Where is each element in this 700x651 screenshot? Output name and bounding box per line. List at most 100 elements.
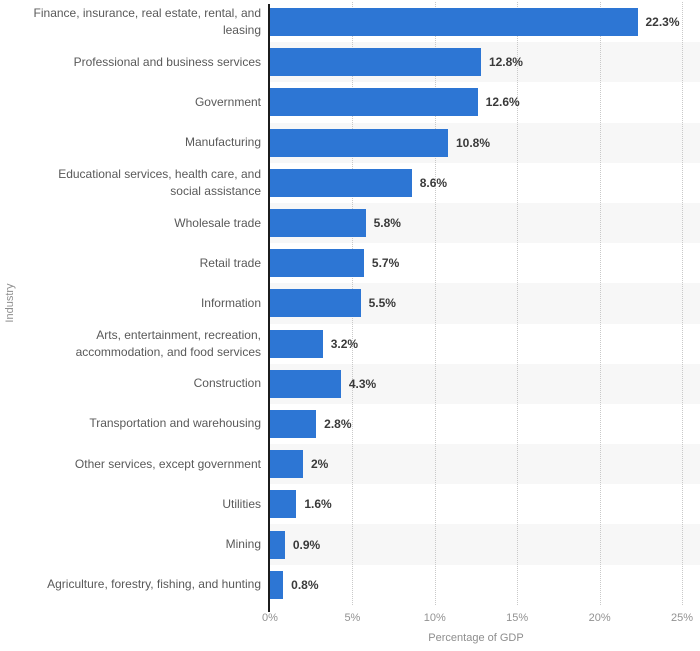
category-cell: Arts, entertainment, recreation, accommo… xyxy=(0,324,270,364)
plot-cell: 0.8% xyxy=(270,565,700,605)
x-tick-label: 5% xyxy=(344,612,361,624)
value-label: 12.8% xyxy=(488,55,523,70)
value-label: 0.8% xyxy=(291,577,319,592)
chart-row: Mining 0.9% xyxy=(0,524,700,565)
plot-cell: 10.8% xyxy=(270,122,700,163)
plot-cell: 8.6% xyxy=(270,163,700,203)
value-label: 1.6% xyxy=(304,497,332,512)
value-label: 3.2% xyxy=(330,336,359,351)
category-cell: Retail trade xyxy=(0,243,270,283)
value-label: 5.8% xyxy=(373,216,401,231)
category-label: Retail trade xyxy=(199,255,261,270)
value-label: 2.8% xyxy=(324,416,352,431)
bar[interactable] xyxy=(270,8,638,37)
category-label: Information xyxy=(200,295,261,310)
chart-row: Agriculture, forestry, fishing, and hunt… xyxy=(0,565,700,605)
category-label: Government xyxy=(194,94,261,109)
y-axis-line xyxy=(268,4,270,612)
x-tick-label: 15% xyxy=(506,612,529,624)
category-cell: Educational services, health care, and s… xyxy=(0,163,270,203)
plot-cell: 5.8% xyxy=(270,202,700,244)
chart-row: Educational services, health care, and s… xyxy=(0,163,700,203)
category-label: Construction xyxy=(193,376,261,391)
y-axis-title: Industry xyxy=(4,283,16,323)
category-cell: Mining xyxy=(0,524,270,564)
chart-row: Transportation and warehousing 2.8% xyxy=(0,404,700,444)
category-label: Wholesale trade xyxy=(174,215,261,230)
plot-cell: 1.6% xyxy=(270,484,700,524)
category-cell: Other services, except government xyxy=(0,444,270,484)
x-tick-label: 25% xyxy=(670,612,694,624)
bar[interactable] xyxy=(270,409,317,438)
x-axis-ticks: 0% 5% 10% 15% 20% 25% xyxy=(0,612,700,628)
value-label: 5.5% xyxy=(368,296,396,311)
category-label: Utilities xyxy=(222,496,261,511)
chart-row: Manufacturing 10.8% xyxy=(0,122,700,163)
plot-rows: Finance, insurance, real estate, rental,… xyxy=(0,2,700,605)
chart-row: Government 12.6% xyxy=(0,82,700,122)
category-cell: Government xyxy=(0,82,270,122)
chart-row: Arts, entertainment, recreation, accommo… xyxy=(0,324,700,364)
bar[interactable] xyxy=(270,369,341,398)
category-label: Other services, except government xyxy=(74,456,261,471)
x-tick-label: 20% xyxy=(588,612,611,624)
category-cell: Finance, insurance, real estate, rental,… xyxy=(0,2,270,42)
category-cell: Professional and business services xyxy=(0,42,270,82)
chart-row: Retail trade 5.7% xyxy=(0,243,700,283)
category-cell: Manufacturing xyxy=(0,123,270,163)
value-label: 12.6% xyxy=(485,95,520,110)
category-cell: Construction xyxy=(0,364,270,404)
plot-cell: 0.9% xyxy=(270,524,700,565)
value-label: 10.8% xyxy=(455,135,490,150)
plot-cell: 5.7% xyxy=(270,243,700,283)
plot-cell: 22.3% xyxy=(270,2,700,42)
bar[interactable] xyxy=(270,289,361,318)
bar[interactable] xyxy=(270,249,364,278)
x-tick-label: 0% xyxy=(262,612,278,624)
bar[interactable] xyxy=(270,329,323,358)
category-label: Professional and business services xyxy=(73,54,261,69)
value-label: 22.3% xyxy=(645,15,680,30)
value-label: 8.6% xyxy=(419,175,448,190)
bar[interactable] xyxy=(270,490,297,519)
value-label: 5.7% xyxy=(371,256,400,271)
category-cell: Information xyxy=(0,283,270,323)
plot-cell: 12.6% xyxy=(270,82,700,122)
bar[interactable] xyxy=(270,209,366,238)
chart-row: Finance, insurance, real estate, rental,… xyxy=(0,2,700,42)
category-cell: Agriculture, forestry, fishing, and hunt… xyxy=(0,565,270,605)
category-label: Transportation and warehousing xyxy=(89,416,261,431)
value-label: 4.3% xyxy=(348,376,377,391)
plot-cell: 5.5% xyxy=(270,283,700,324)
chart-row: Other services, except government 2% xyxy=(0,444,700,485)
category-cell: Transportation and warehousing xyxy=(0,404,270,444)
category-label: Educational services, health care, and s… xyxy=(58,166,261,198)
plot-cell: 2.8% xyxy=(270,404,700,444)
category-cell: Wholesale trade xyxy=(0,203,270,243)
category-label: Mining xyxy=(225,537,261,552)
plot-cell: 2% xyxy=(270,444,700,485)
plot-cell: 4.3% xyxy=(270,363,700,404)
chart-row: Construction 4.3% xyxy=(0,363,700,404)
bar[interactable] xyxy=(270,450,303,479)
plot-cell: 12.8% xyxy=(270,42,700,83)
x-axis-title: Percentage of GDP xyxy=(428,632,524,644)
plot-area: Finance, insurance, real estate, rental,… xyxy=(0,2,700,612)
plot-cell: 3.2% xyxy=(270,324,700,364)
bar[interactable] xyxy=(270,48,481,77)
chart-row: Professional and business services 12.8% xyxy=(0,42,700,83)
chart-row: Wholesale trade 5.8% xyxy=(0,202,700,244)
bar[interactable] xyxy=(270,128,448,157)
bar[interactable] xyxy=(270,88,478,117)
category-cell: Utilities xyxy=(0,484,270,524)
chart-row: Utilities 1.6% xyxy=(0,484,700,524)
category-label: Agriculture, forestry, fishing, and hunt… xyxy=(47,577,261,592)
chart-row: Information 5.5% xyxy=(0,283,700,324)
category-label: Arts, entertainment, recreation, accommo… xyxy=(75,327,261,359)
bar[interactable] xyxy=(270,168,412,197)
bar[interactable] xyxy=(270,530,285,559)
bar[interactable] xyxy=(270,570,284,599)
category-label: Finance, insurance, real estate, rental,… xyxy=(33,6,261,38)
value-label: 2% xyxy=(310,457,329,472)
